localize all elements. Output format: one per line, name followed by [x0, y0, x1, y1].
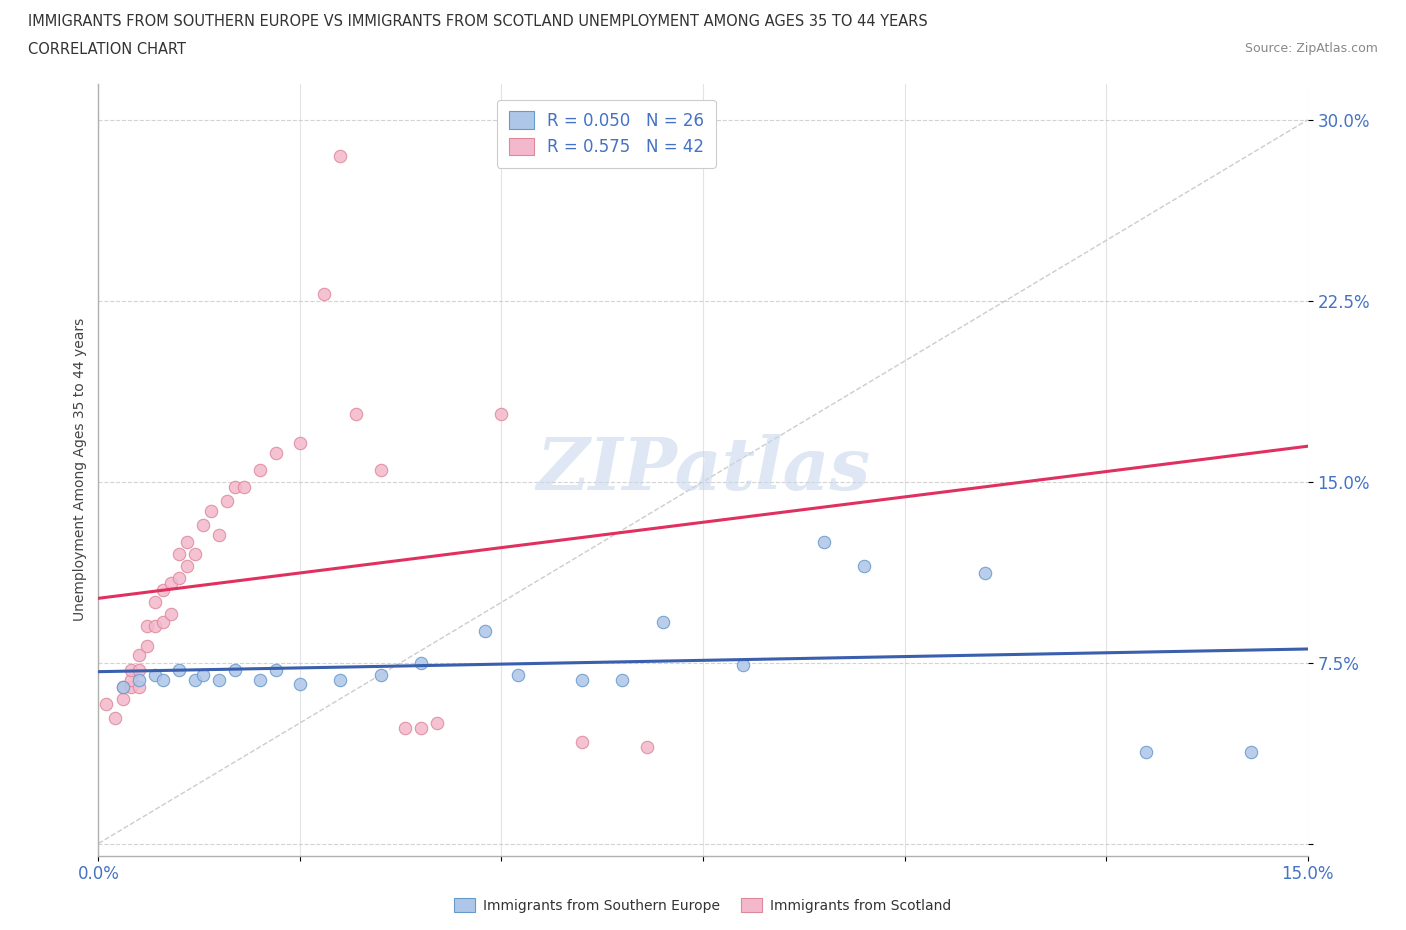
Text: ZIPatlas: ZIPatlas: [536, 434, 870, 505]
Point: [344, 406, 367, 421]
Point: [128, 662, 150, 677]
Text: Source: ZipAtlas.com: Source: ZipAtlas.com: [1244, 42, 1378, 55]
Point: [208, 527, 231, 542]
Point: [128, 679, 150, 694]
Legend: R = 0.050   N = 26, R = 0.575   N = 42: R = 0.050 N = 26, R = 0.575 N = 42: [496, 100, 716, 167]
Point: [184, 672, 207, 687]
Point: [264, 662, 287, 677]
Point: [651, 614, 673, 629]
Point: [120, 672, 142, 687]
Point: [120, 662, 142, 677]
Point: [96, 697, 118, 711]
Point: [193, 518, 215, 533]
Point: [143, 667, 166, 682]
Point: [288, 435, 311, 450]
Point: [409, 721, 432, 736]
Point: [733, 658, 755, 672]
Point: [160, 576, 183, 591]
Point: [160, 607, 183, 622]
Point: [208, 672, 231, 687]
Point: [128, 672, 150, 687]
Point: [370, 667, 392, 682]
Point: [474, 624, 496, 639]
Point: [394, 721, 416, 736]
Point: [120, 679, 142, 694]
Point: [249, 462, 271, 477]
Point: [329, 149, 352, 164]
Point: [288, 677, 311, 692]
Point: [224, 662, 246, 677]
Point: [329, 672, 352, 687]
Point: [506, 667, 529, 682]
Legend: Immigrants from Southern Europe, Immigrants from Scotland: Immigrants from Southern Europe, Immigra…: [449, 893, 957, 919]
Point: [103, 711, 125, 725]
Point: [143, 595, 166, 610]
Point: [111, 691, 134, 706]
Text: IMMIGRANTS FROM SOUTHERN EUROPE VS IMMIGRANTS FROM SCOTLAND UNEMPLOYMENT AMONG A: IMMIGRANTS FROM SOUTHERN EUROPE VS IMMIG…: [28, 14, 928, 29]
Point: [409, 656, 432, 671]
Point: [571, 672, 593, 687]
Point: [813, 535, 835, 550]
Point: [111, 679, 134, 694]
Point: [426, 715, 449, 730]
Text: CORRELATION CHART: CORRELATION CHART: [28, 42, 186, 57]
Point: [200, 503, 222, 518]
Point: [974, 566, 997, 581]
Point: [167, 662, 190, 677]
Point: [135, 619, 157, 634]
Point: [314, 286, 336, 301]
Y-axis label: Unemployment Among Ages 35 to 44 years: Unemployment Among Ages 35 to 44 years: [73, 318, 87, 621]
Point: [135, 638, 157, 653]
Point: [176, 559, 198, 574]
Point: [111, 679, 134, 694]
Point: [143, 619, 166, 634]
Point: [264, 445, 287, 460]
Point: [612, 672, 634, 687]
Point: [184, 547, 207, 562]
Point: [853, 559, 876, 574]
Point: [152, 672, 174, 687]
Point: [152, 583, 174, 598]
Point: [571, 735, 593, 750]
Point: [128, 648, 150, 663]
Point: [193, 667, 215, 682]
Point: [167, 547, 190, 562]
Point: [217, 494, 239, 509]
Point: [176, 535, 198, 550]
Point: [167, 571, 190, 586]
Point: [249, 672, 271, 687]
Point: [1240, 744, 1263, 759]
Point: [224, 479, 246, 494]
Point: [152, 614, 174, 629]
Point: [232, 479, 254, 494]
Point: [370, 462, 392, 477]
Point: [636, 739, 658, 754]
Point: [1135, 744, 1157, 759]
Point: [491, 406, 513, 421]
